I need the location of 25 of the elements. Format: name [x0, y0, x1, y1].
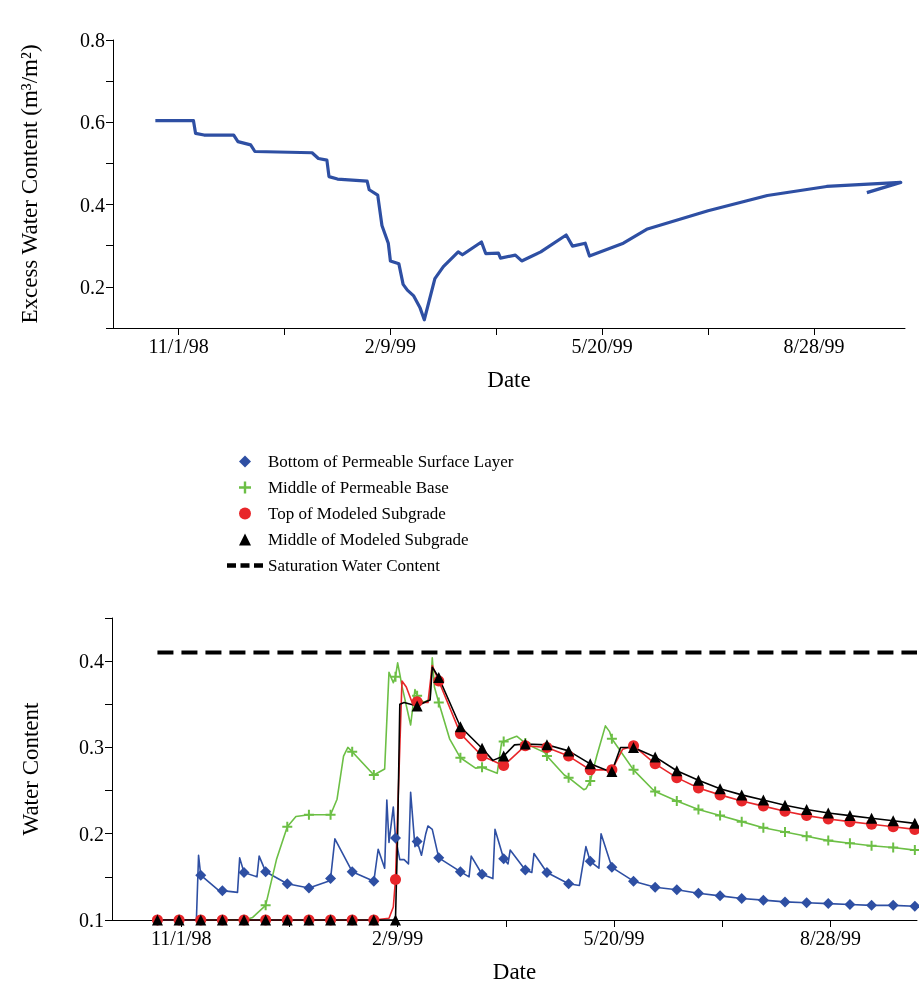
y-tick-label: 0.3: [79, 736, 104, 759]
y-tick-label: 0.2: [80, 275, 105, 298]
y-tick-label: 0.8: [80, 29, 105, 51]
legend-label: Middle of Modeled Subgrade: [268, 530, 469, 549]
y-tick-label: 0.2: [79, 822, 104, 845]
x-axis-title: Date: [492, 959, 537, 984]
y-tick-label: 0.4: [80, 193, 105, 216]
x-tick-label: 5/20/99: [571, 335, 633, 357]
x-tick-label: 5/20/99: [583, 927, 645, 949]
legend-label: Bottom of Permeable Surface Layer: [268, 452, 514, 471]
x-tick-label: 11/1/98: [151, 927, 212, 949]
x-tick-label: 2/9/99: [364, 335, 416, 357]
y-axis-title: Excess Water Content (m³/m²): [17, 44, 42, 324]
legend-label: Top of Modeled Subgrade: [268, 504, 446, 523]
x-axis-title: Date: [487, 367, 531, 392]
y-tick-label: 0.6: [80, 111, 105, 134]
x-tick-label: 8/28/99: [799, 927, 861, 949]
legend-label: Middle of Permeable Base: [268, 478, 449, 497]
y-tick-label: 0.1: [79, 909, 104, 931]
x-tick-label: 8/28/99: [783, 335, 845, 357]
y-axis-title: Water Content: [18, 701, 43, 836]
y-tick-label: 0.4: [79, 650, 104, 673]
x-tick-label: 11/1/98: [148, 335, 209, 357]
legend-label: Saturation Water Content: [268, 556, 441, 575]
x-tick-label: 2/9/99: [372, 927, 424, 949]
